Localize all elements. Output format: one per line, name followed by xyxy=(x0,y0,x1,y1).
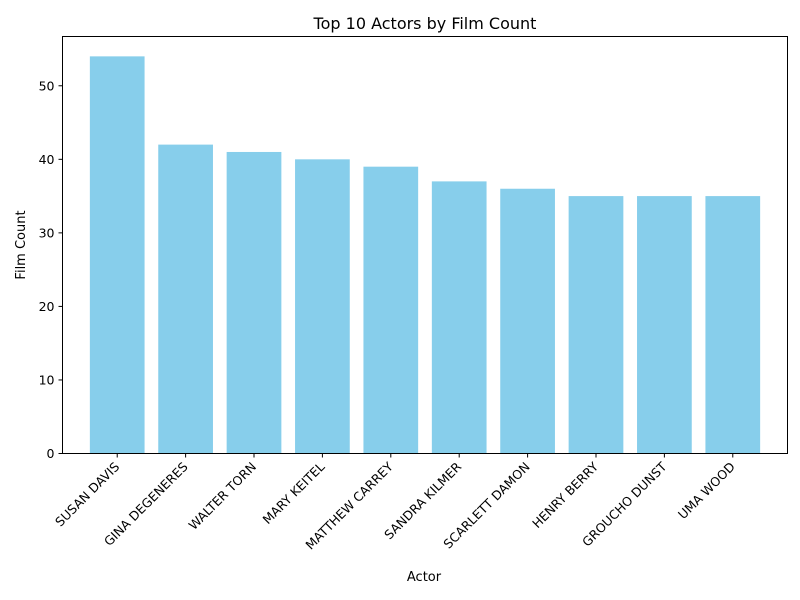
y-tick-label: 10 xyxy=(39,372,55,387)
chart-title: Top 10 Actors by Film Count xyxy=(313,14,537,33)
x-tick-label: WALTER TORN xyxy=(185,459,259,533)
x-tick-label: HENRY BERRY xyxy=(529,459,601,531)
x-tick-label: MARY KEITEL xyxy=(260,459,328,527)
bar-gina-degeneres xyxy=(158,144,213,454)
y-tick-label: 30 xyxy=(39,225,55,240)
bar-henry-berry xyxy=(568,196,624,454)
x-tick-label: SUSAN DAVIS xyxy=(52,459,122,529)
plot-frame xyxy=(62,36,788,454)
x-axis-label: Actor xyxy=(407,570,442,585)
y-axis-label: Film Count xyxy=(14,210,29,279)
bars-group xyxy=(89,56,761,454)
bar-walter-torn xyxy=(226,151,282,454)
bar-sandra-kilmer xyxy=(431,181,487,454)
y-tick-label: 40 xyxy=(39,152,55,167)
y-tick-label: 0 xyxy=(47,446,55,461)
bar-scarlett-damon xyxy=(500,188,555,454)
x-tick-label: UMA WOOD xyxy=(675,459,738,522)
y-axis: 0 10 20 30 40 50 xyxy=(39,78,63,461)
bar-uma-wood xyxy=(705,196,761,454)
y-tick-label: 50 xyxy=(39,78,55,93)
bar-matthew-carrey xyxy=(363,166,419,454)
bar-mary-keitel xyxy=(295,159,350,454)
bar-groucho-dunst xyxy=(637,196,692,454)
bar-susan-davis xyxy=(89,56,145,454)
y-tick-label: 20 xyxy=(39,299,55,314)
